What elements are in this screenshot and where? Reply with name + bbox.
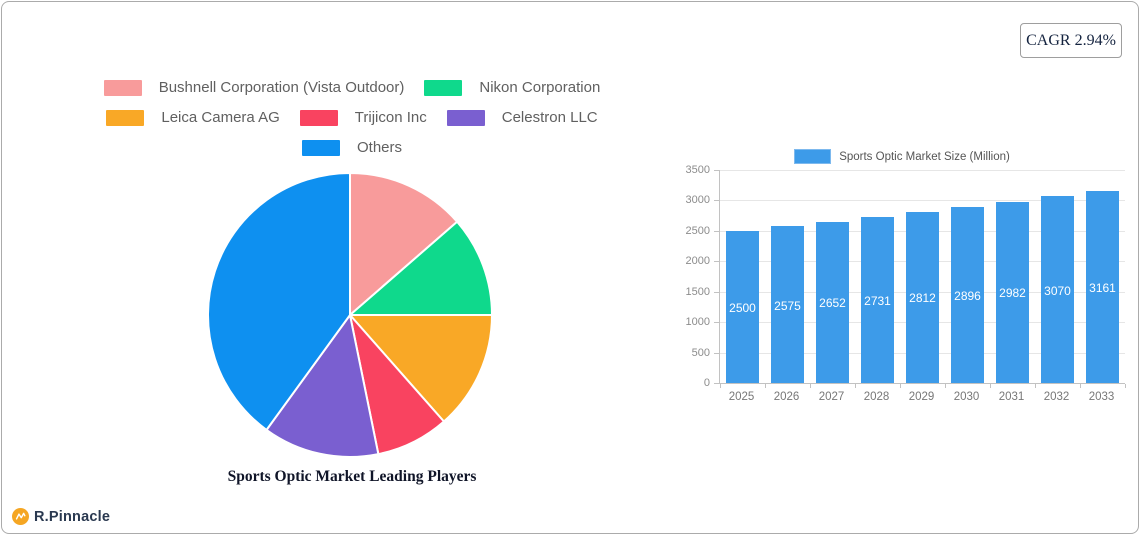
- bar-2033[interactable]: 3161: [1086, 190, 1119, 383]
- bar-2030[interactable]: 2896: [951, 206, 984, 383]
- y-axis-label: 0: [703, 377, 710, 389]
- y-axis-tick: [714, 230, 720, 232]
- pie-legend-item[interactable]: Trijicon Inc: [299, 109, 427, 126]
- pie-slice-3[interactable]: [349, 314, 493, 423]
- bar-2029[interactable]: 2812: [906, 211, 939, 383]
- pie-legend-item[interactable]: Celestron LLC: [446, 109, 598, 126]
- bar-value-label: 2982: [999, 286, 1026, 301]
- bar-legend-swatch: [794, 149, 832, 164]
- x-axis-tick: [900, 384, 901, 388]
- legend-swatch: [103, 79, 142, 96]
- pie-legend-item[interactable]: Others: [301, 139, 402, 156]
- bar-legend-label: Sports Optic Market Size (Million): [839, 150, 1010, 163]
- bar-value-label: 2575: [774, 298, 801, 313]
- bar-2027[interactable]: 2652: [816, 221, 849, 383]
- legend-label: Others: [356, 139, 402, 156]
- bar-2028[interactable]: 2731: [861, 216, 894, 383]
- x-axis-label: 2033: [1088, 391, 1115, 403]
- pie-chart-section: Bushnell Corporation (Vista Outdoor) Niko…: [2, 2, 702, 537]
- legend-swatch: [299, 109, 338, 126]
- x-axis-label: 2028: [863, 391, 890, 403]
- pie-legend: Bushnell Corporation (Vista Outdoor) Niko…: [2, 79, 702, 169]
- bar-plot: 2500 2575 2652 2731 2812 2896 2982 3070 3161: [714, 170, 1126, 388]
- x-axis-tick: [1035, 384, 1036, 388]
- y-axis-label: 3500: [685, 164, 710, 176]
- y-axis-tick: [714, 200, 720, 202]
- x-axis-tick: [945, 384, 946, 388]
- bar-chart-section: Sports Optic Market Size (Million) 0 500 1…: [662, 142, 1140, 422]
- logo-line-mark-icon: [15, 512, 26, 520]
- legend-swatch: [424, 79, 463, 96]
- brand-logo: R.Pinnacle: [12, 508, 110, 525]
- legend-swatch: [446, 109, 485, 126]
- bar-value-label: 2812: [909, 291, 936, 306]
- pie-legend-row: Bushnell Corporation (Vista Outdoor) Niko…: [2, 79, 702, 96]
- y-axis-label: 2000: [685, 255, 710, 268]
- pie-legend-row: Others: [2, 139, 702, 156]
- legend-label: Nikon Corporation: [479, 79, 601, 96]
- cagr-badge-label: CAGR 2.94%: [1026, 31, 1116, 49]
- x-axis-label: 2032: [1043, 391, 1070, 403]
- x-axis-tick: [855, 384, 856, 388]
- x-axis-tick: [720, 384, 721, 388]
- x-axis-tick: [810, 384, 811, 388]
- y-axis-tick: [714, 383, 720, 384]
- pie-slice-2[interactable]: [349, 220, 493, 316]
- bar-2025[interactable]: 2500: [726, 230, 759, 383]
- pie-legend-row: Leica Camera AG Trijicon Inc Celestron LLC: [2, 109, 702, 126]
- pie-legend-item[interactable]: Leica Camera AG: [106, 109, 280, 126]
- x-axis-label: 2029: [908, 391, 935, 403]
- y-axis-tick: [714, 352, 720, 354]
- y-axis-label: 1000: [685, 316, 710, 329]
- bar-value-label: 3070: [1044, 283, 1071, 298]
- pie-chart-title: Sports Optic Market Leading Players: [227, 468, 477, 485]
- pie-slice-5[interactable]: [265, 314, 380, 458]
- legend-swatch: [301, 139, 340, 156]
- bar-value-label: 2500: [729, 300, 756, 315]
- bar-legend-item[interactable]: Sports Optic Market Size (Million): [662, 149, 1140, 164]
- bar-2031[interactable]: 2982: [996, 201, 1029, 383]
- pie-slice-1[interactable]: [349, 172, 459, 316]
- x-axis-tick: [765, 384, 766, 388]
- bar-value-label: 2652: [819, 296, 846, 311]
- legend-label: Leica Camera AG: [161, 109, 280, 126]
- y-axis-tick: [714, 261, 720, 263]
- bar-y-labels: 0 500 1000 1500 2000 2500 3000 3500: [662, 164, 712, 389]
- pie-legend-item[interactable]: Nikon Corporation: [424, 79, 600, 96]
- y-axis-label: 500: [691, 346, 710, 359]
- bar-2026[interactable]: 2575: [771, 226, 804, 383]
- legend-label: Bushnell Corporation (Vista Outdoor): [158, 79, 405, 96]
- x-axis-label: 2031: [998, 391, 1025, 403]
- y-axis-tick: [714, 170, 720, 171]
- bar-x-labels: 2025 2026 2027 2028 2029 2030 2031 2032 2033: [719, 391, 1124, 407]
- bar-value-label: 3161: [1089, 280, 1116, 295]
- logo-text: R.Pinnacle: [34, 508, 111, 525]
- x-axis-label: 2027: [818, 391, 845, 403]
- bar-value-label: 2896: [954, 288, 981, 303]
- pie-legend-item[interactable]: Bushnell Corporation (Vista Outdoor): [103, 79, 405, 96]
- logo-orange-circle-icon: [12, 508, 29, 525]
- x-axis-tick: [1080, 384, 1081, 388]
- y-axis-label: 1500: [685, 285, 710, 298]
- cagr-badge: CAGR 2.94%: [1020, 23, 1122, 58]
- pie-chart: [207, 172, 493, 458]
- y-axis-label: 2500: [685, 224, 710, 237]
- bar-value-label: 2731: [864, 293, 891, 308]
- gridline: [720, 170, 1125, 171]
- x-axis-label: 2030: [953, 391, 980, 403]
- y-axis-label: 3000: [685, 194, 710, 207]
- legend-label: Celestron LLC: [501, 109, 598, 126]
- x-axis-label: 2025: [728, 391, 755, 403]
- bar-2032[interactable]: 3070: [1041, 196, 1074, 383]
- x-axis-tick: [990, 384, 991, 388]
- x-axis-label: 2026: [773, 391, 800, 403]
- gridline: [720, 200, 1125, 202]
- y-axis-tick: [714, 291, 720, 293]
- legend-label: Trijicon Inc: [354, 109, 427, 126]
- pie-slice-6[interactable]: [207, 172, 351, 431]
- y-axis-tick: [714, 322, 720, 324]
- x-axis-tick: [1125, 384, 1126, 388]
- legend-swatch: [106, 109, 145, 126]
